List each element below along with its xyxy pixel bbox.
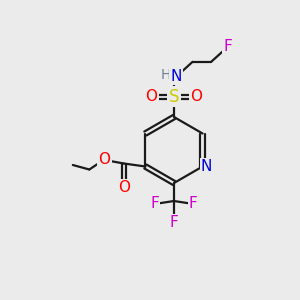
Text: O: O [118,180,130,195]
Text: O: O [98,152,110,167]
Text: F: F [169,215,178,230]
Text: O: O [146,89,158,104]
Text: N: N [201,159,212,174]
Text: H: H [160,68,171,82]
Text: F: F [224,39,232,54]
Text: N: N [171,69,182,84]
Text: O: O [190,89,202,104]
Text: S: S [169,88,179,106]
Text: F: F [189,196,198,211]
Text: F: F [150,196,159,211]
